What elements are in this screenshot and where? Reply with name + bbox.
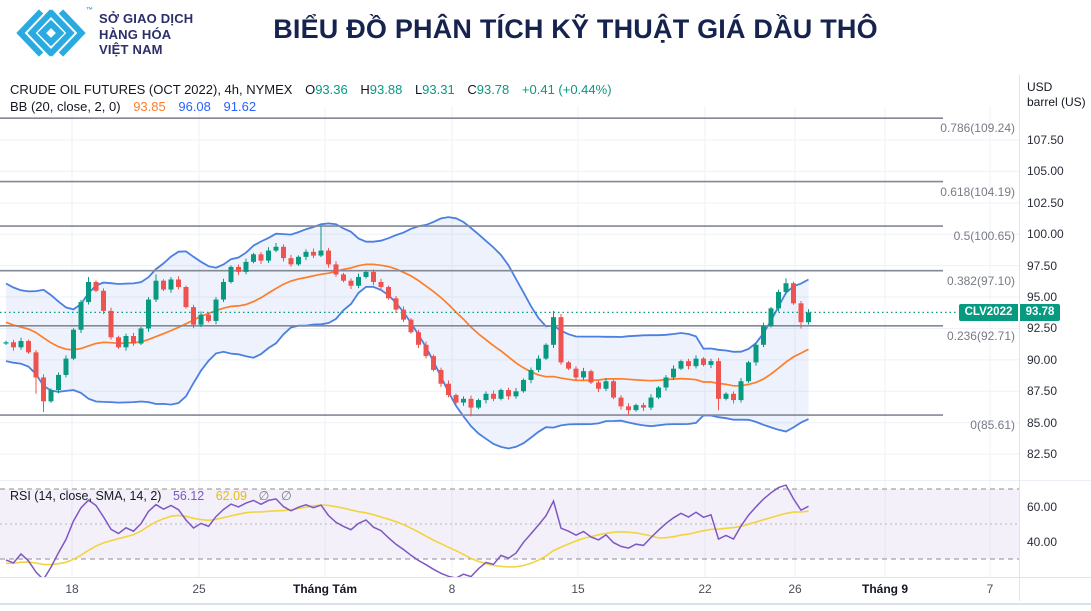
bb-label: BB (20, close, 2, 0) xyxy=(10,99,121,114)
rsi-value: 56.12 xyxy=(172,489,205,503)
mxv-logo xyxy=(16,9,86,57)
close-value: 93.78 xyxy=(476,82,510,97)
symbol-status-line[interactable]: CRUDE OIL FUTURES (OCT 2022), 4h, NYMEX … xyxy=(10,82,612,97)
fib-level-label: 0.618(104.19) xyxy=(940,184,1015,199)
price-tick-label: 107.50 xyxy=(1027,133,1064,147)
rsi-status-line[interactable]: RSI (14, close, SMA, 14, 2) 56.12 62.09 … xyxy=(10,488,296,503)
rsi-tick-label: 60.00 xyxy=(1027,499,1058,514)
candles xyxy=(3,226,811,417)
price-axis-separator xyxy=(1019,75,1020,601)
open-value: 93.36 xyxy=(315,82,348,97)
fib-level-label: 0(85.61) xyxy=(970,418,1015,433)
price-tick-label: 97.50 xyxy=(1027,258,1058,273)
last-price-badge: CLV2022 93.78 xyxy=(959,303,1060,321)
symbol-name: CRUDE OIL FUTURES (OCT 2022), 4h, NYMEX xyxy=(10,82,293,97)
high-value: 93.88 xyxy=(369,82,403,97)
brand-header: ™ SỞ GIAO DỊCH HÀNG HÓA VIỆT NAM BIỂU ĐỒ… xyxy=(0,0,1091,72)
low-value: 93.31 xyxy=(422,82,455,97)
low-label: L xyxy=(414,82,423,97)
fib-level-label: 0.382(97.10) xyxy=(946,273,1015,288)
trademark: ™ xyxy=(86,7,93,14)
brand-name: SỞ GIAO DỊCH HÀNG HÓA VIỆT NAM xyxy=(99,11,193,58)
fib-level-label: 0.786(109.24) xyxy=(940,121,1015,136)
price-tick-label: 82.50 xyxy=(1027,447,1058,462)
brand-line-3: VIỆT NAM xyxy=(99,42,163,57)
rsi-extra-values: ∅ ∅ xyxy=(258,489,296,503)
price-tick-label: 87.50 xyxy=(1027,384,1058,399)
bb-upper-value: 96.08 xyxy=(178,99,211,114)
axis-unit-line-2: barrel (US) xyxy=(1027,95,1086,109)
open-label: O xyxy=(305,82,316,97)
price-tick-label: 100.00 xyxy=(1027,227,1064,242)
axis-unit-line-1: USD xyxy=(1027,80,1053,94)
bb-fill xyxy=(6,217,809,449)
page-title: BIỂU ĐỒ PHÂN TÍCH KỸ THUẬT GIÁ DẦU THÔ xyxy=(273,14,878,44)
bb-lower-value: 91.62 xyxy=(223,99,257,114)
time-tick-label: 7 xyxy=(986,582,994,596)
badge-price: 93.78 xyxy=(1020,303,1060,321)
time-tick-label: Tháng Tám xyxy=(292,582,357,596)
time-tick-label: 8 xyxy=(448,582,456,596)
price-tick-label: 105.00 xyxy=(1027,164,1064,179)
badge-gap xyxy=(1018,303,1020,321)
rsi-label: RSI (14, close, SMA, 14, 2) xyxy=(10,489,162,503)
time-tick-label: 26 xyxy=(788,582,802,596)
price-tick-label: 95.00 xyxy=(1027,290,1058,305)
price-tick-label: 85.00 xyxy=(1027,415,1058,430)
time-tick-label: 22 xyxy=(698,582,712,596)
badge-symbol: CLV2022 xyxy=(959,303,1018,321)
price-tick-label: 92.50 xyxy=(1027,321,1058,336)
fib-level-label: 0.236(92.71) xyxy=(946,328,1015,343)
bb-basis-value: 93.85 xyxy=(133,99,166,114)
rsi-tick-label: 40.00 xyxy=(1027,534,1058,549)
brand-line-2: HÀNG HÓA xyxy=(99,26,172,42)
price-tick-label: 102.50 xyxy=(1027,195,1064,210)
time-tick-label: Tháng 9 xyxy=(861,582,908,596)
bb-upper-line xyxy=(5,216,809,353)
brand-line-1: SỞ GIAO DỊCH xyxy=(99,11,194,26)
time-axis-separator xyxy=(0,577,1091,578)
bollinger-status-line[interactable]: BB (20, close, 2, 0) 93.85 96.08 91.62 xyxy=(10,99,256,114)
rsi-line xyxy=(5,484,809,577)
pane-separator[interactable] xyxy=(0,480,1091,481)
fib-level-label: 0.5(100.65) xyxy=(953,229,1015,244)
high-label: H xyxy=(360,82,370,97)
rsi-band xyxy=(0,489,1019,559)
price-tick-label: 90.00 xyxy=(1027,352,1058,367)
bb-lower-line xyxy=(5,285,809,450)
change-value: +0.41 (+0.44%) xyxy=(521,82,612,97)
rsi-ma-value: 62.09 xyxy=(215,489,247,503)
close-label: C xyxy=(467,82,477,97)
time-tick-label: 18 xyxy=(65,582,79,596)
rsi-ma-line xyxy=(5,504,809,568)
time-tick-label: 15 xyxy=(571,582,585,596)
widget-bottom-border xyxy=(0,603,1091,605)
time-tick-label: 25 xyxy=(192,582,206,596)
